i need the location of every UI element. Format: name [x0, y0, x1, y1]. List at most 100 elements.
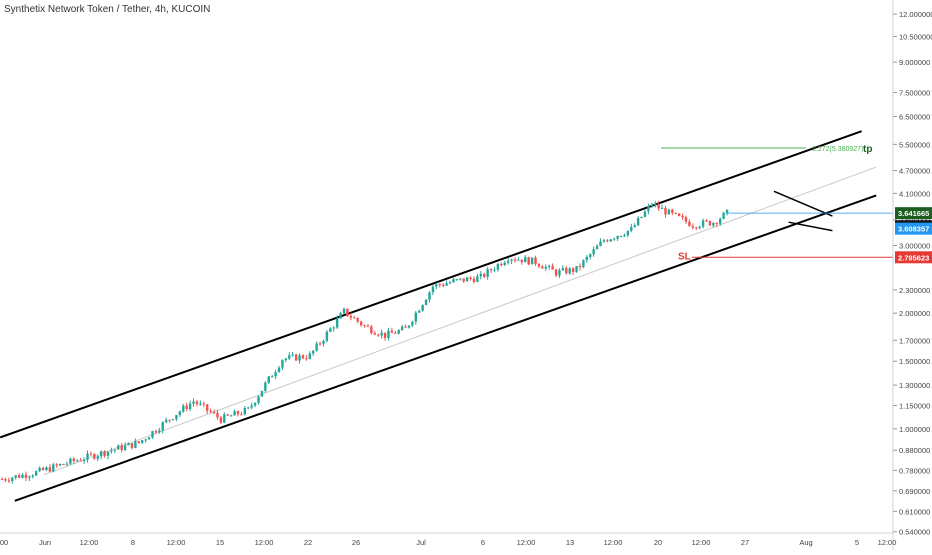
- candle-body: [520, 259, 524, 263]
- candle: [397, 328, 400, 335]
- candle: [161, 421, 164, 434]
- price-tick-label: 2.300000: [899, 286, 930, 295]
- time-axis[interactable]: :00 Jun 12:00 8 12:00 15 12:00 22 26 Jul 6 12:00 13 1…: [0, 532, 897, 547]
- sl-price-tag-text: 2.795623: [898, 253, 929, 262]
- candle: [701, 218, 705, 229]
- candle-body: [353, 317, 356, 319]
- candle: [438, 283, 441, 288]
- candle-body: [612, 238, 616, 240]
- candle-body: [17, 475, 21, 478]
- price-axis[interactable]: 12.000000 10.500000 9.000000 7.500000 6.5000…: [892, 0, 932, 550]
- candle: [45, 466, 48, 472]
- candle: [435, 282, 438, 290]
- candle: [554, 268, 558, 278]
- candle-body: [342, 308, 346, 314]
- candle-body: [373, 333, 376, 335]
- candle: [616, 235, 619, 241]
- candle-body: [52, 464, 55, 472]
- candle-body: [568, 268, 571, 274]
- candle: [483, 272, 486, 279]
- candle-body: [79, 460, 82, 462]
- candle-body: [158, 430, 161, 433]
- candle: [496, 262, 500, 272]
- candle-body: [41, 467, 45, 471]
- price-tick-label: 1.500000: [899, 357, 930, 366]
- candle: [500, 262, 503, 267]
- candle: [380, 329, 383, 339]
- candle-body: [441, 284, 445, 286]
- channel-middle-line[interactable]: [43, 166, 877, 476]
- candle-body: [445, 283, 448, 286]
- candle: [493, 267, 496, 273]
- candle-body: [0, 479, 4, 481]
- time-tick-label: 12:00: [878, 538, 897, 547]
- candle-body: [698, 226, 701, 228]
- triangle-lower-line[interactable]: [788, 221, 833, 232]
- price-tick-label: 2.000000: [899, 309, 930, 318]
- candle: [404, 324, 407, 328]
- candle-body: [571, 268, 575, 272]
- candle: [99, 450, 103, 460]
- candle: [479, 271, 482, 280]
- candle: [339, 311, 342, 319]
- candle: [89, 451, 93, 457]
- candle: [247, 406, 250, 410]
- candle-body: [346, 308, 349, 316]
- candle: [414, 310, 418, 325]
- candle-body: [339, 313, 342, 319]
- price-tick-label: 0.610000: [899, 507, 930, 516]
- candle: [640, 216, 643, 219]
- candle-body: [421, 304, 424, 311]
- candle: [551, 263, 554, 270]
- candle: [96, 454, 99, 461]
- price-tick-label: 1.700000: [899, 336, 930, 345]
- candle: [52, 462, 55, 473]
- candle: [322, 339, 325, 347]
- candle-body: [212, 412, 216, 414]
- candle: [592, 246, 595, 257]
- candle: [431, 284, 435, 296]
- candle-body: [178, 411, 182, 416]
- candle: [602, 238, 606, 243]
- candle-body: [4, 479, 7, 481]
- candle: [636, 216, 640, 227]
- candle: [695, 226, 698, 231]
- candle-body: [633, 225, 636, 228]
- candle: [21, 473, 24, 479]
- candle-body: [123, 445, 127, 451]
- candle-body: [301, 355, 305, 359]
- candle-body: [69, 458, 72, 464]
- candle-body: [650, 204, 653, 207]
- candle: [476, 273, 479, 283]
- candle: [548, 264, 551, 270]
- candle: [240, 411, 243, 416]
- candle-body: [103, 451, 106, 456]
- candle-body: [305, 358, 308, 360]
- candle-body: [127, 443, 130, 446]
- candle-body: [45, 467, 48, 471]
- candle-body: [99, 451, 103, 457]
- candle-body: [493, 269, 496, 271]
- candle-body: [219, 417, 223, 423]
- candle-body: [141, 440, 144, 443]
- candle: [561, 265, 565, 271]
- candle: [171, 418, 175, 421]
- channel-lower-line[interactable]: [14, 194, 877, 502]
- candle-body: [274, 371, 277, 377]
- candle-body: [380, 332, 383, 336]
- candle-body: [424, 299, 428, 305]
- candle: [178, 410, 182, 417]
- candle: [647, 203, 650, 215]
- candle: [120, 443, 123, 453]
- channel-upper-line[interactable]: [0, 130, 862, 439]
- triangle-upper-line[interactable]: [773, 190, 833, 217]
- time-tick-label: 12:00: [604, 538, 623, 547]
- candle-body: [684, 217, 688, 222]
- candle-body: [435, 284, 438, 287]
- candle-body: [185, 405, 188, 410]
- candle: [349, 312, 353, 321]
- candle-body: [308, 353, 311, 359]
- candle: [366, 324, 370, 327]
